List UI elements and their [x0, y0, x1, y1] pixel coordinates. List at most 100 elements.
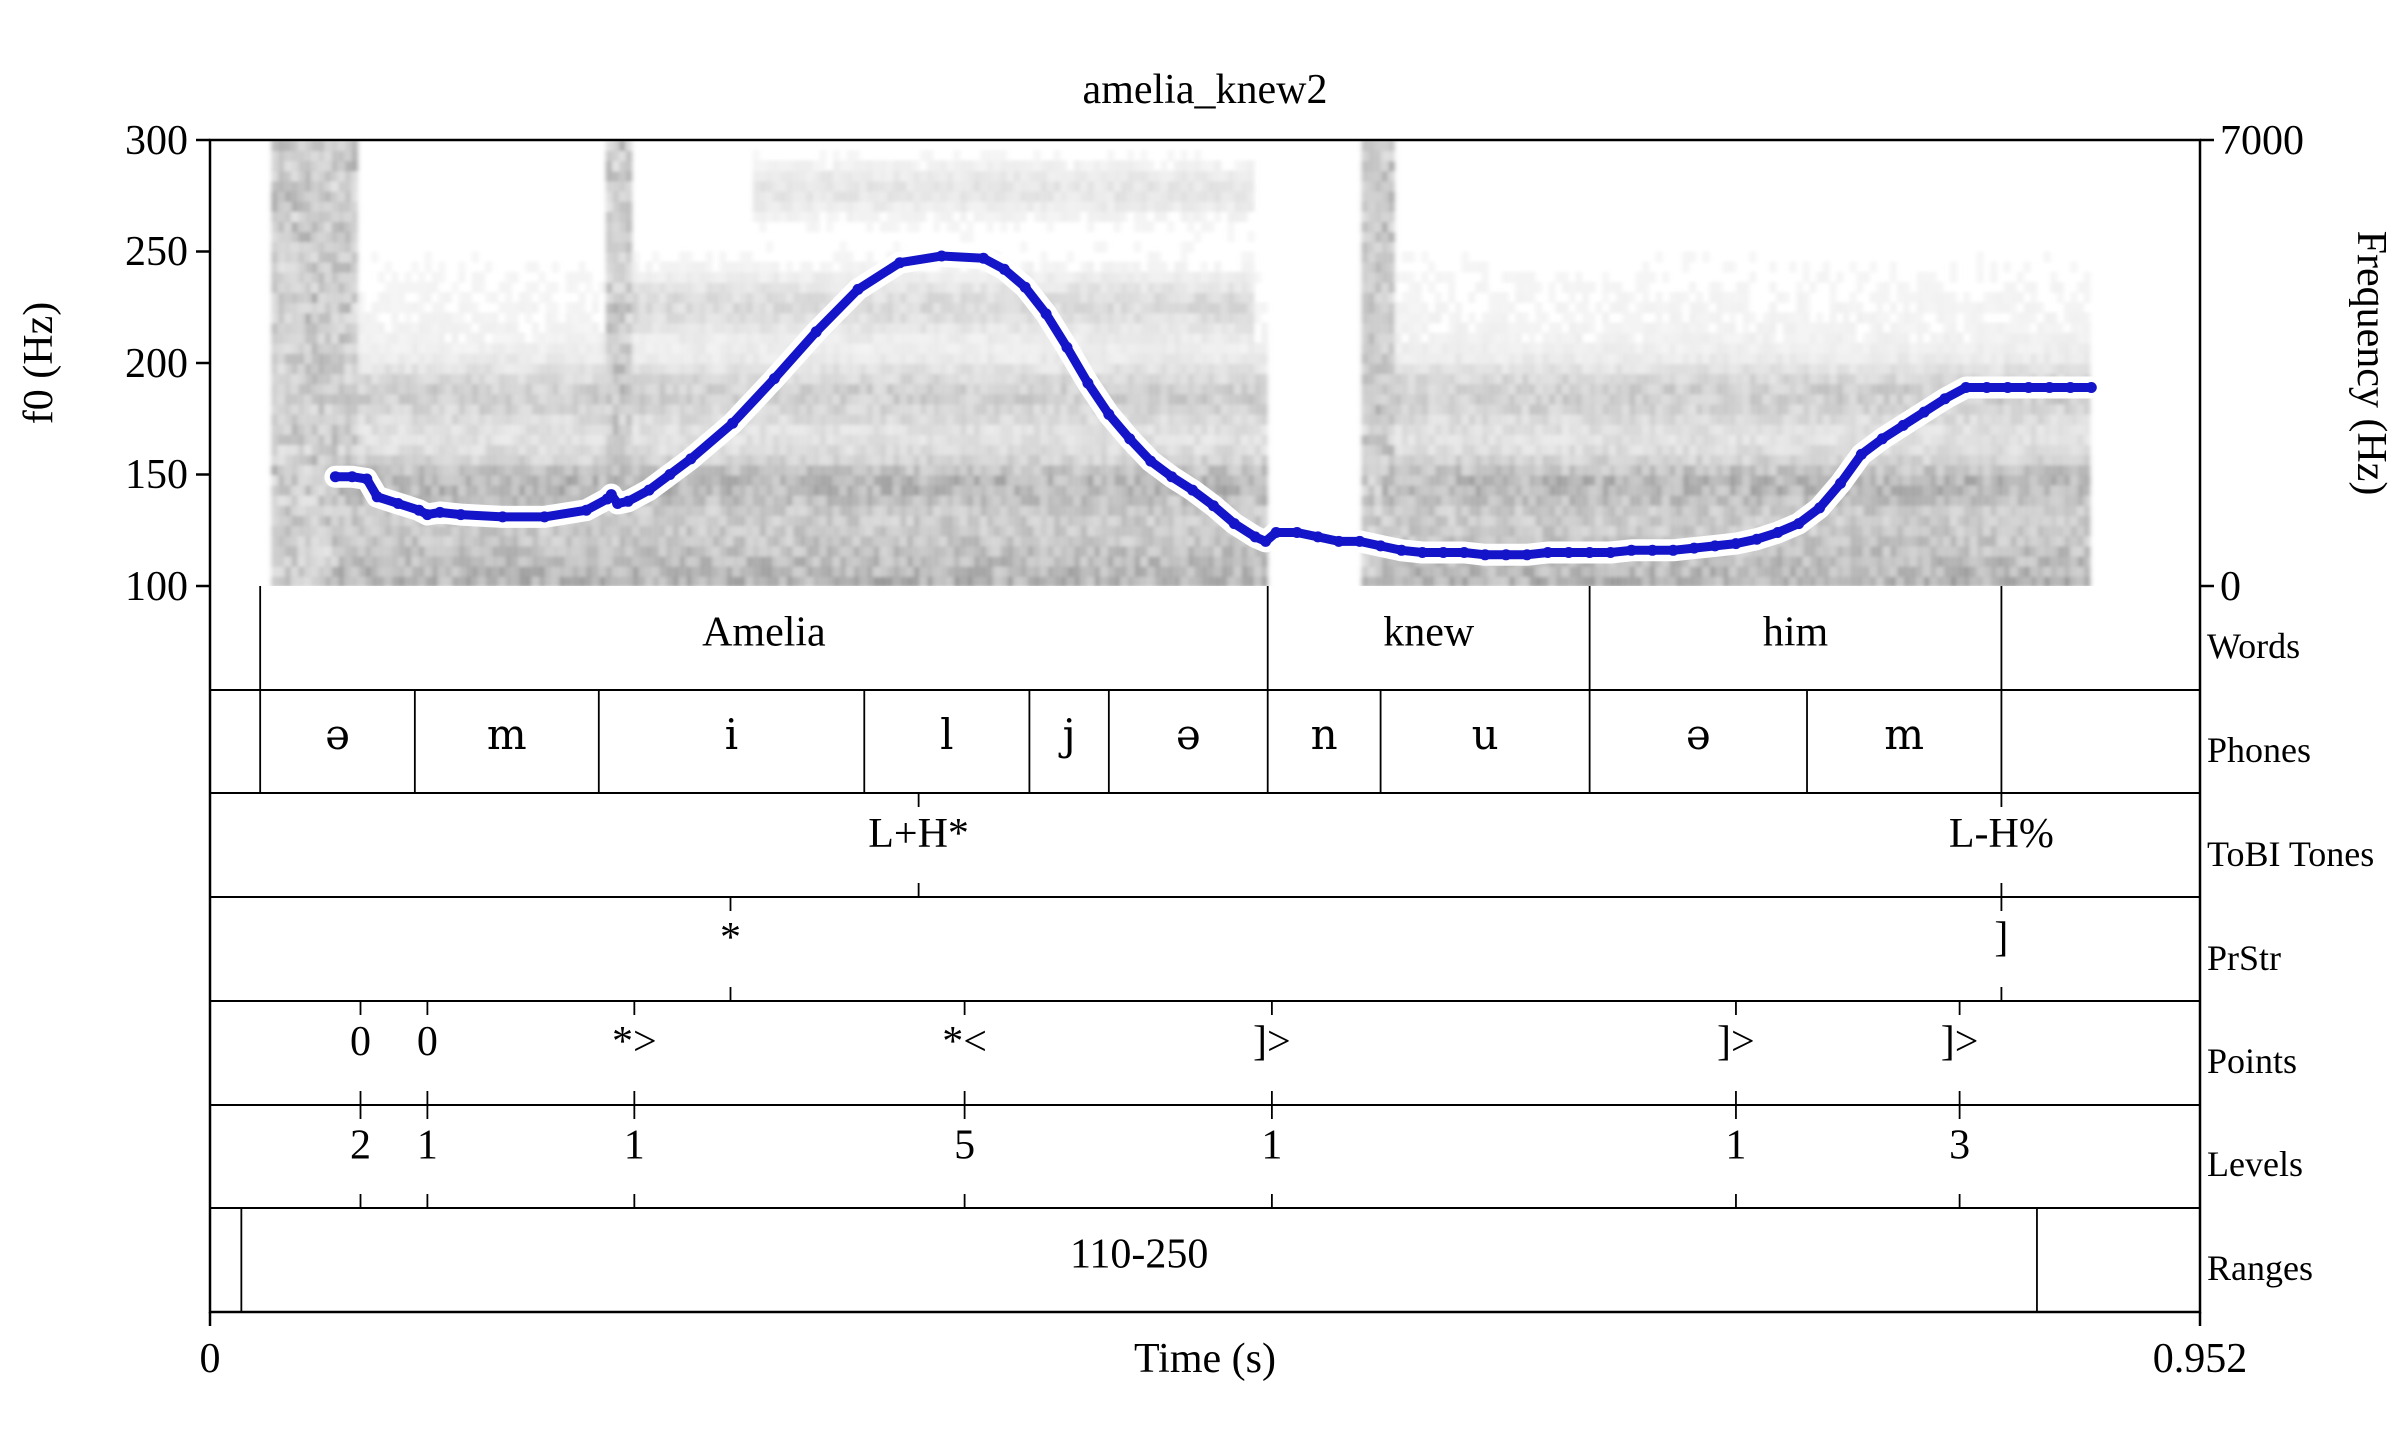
f0-point [1312, 531, 1324, 543]
f0-point [1646, 544, 1658, 556]
f0-point [434, 506, 446, 518]
f0-point [612, 498, 624, 509]
phone-label: j [1058, 710, 1076, 759]
tobi-tone-label: L-H% [1949, 811, 2054, 857]
phone-label: i [725, 710, 738, 759]
f0-point [539, 511, 550, 523]
f0-point [1772, 527, 1784, 538]
f0-point [810, 326, 822, 338]
tier-name-points: Points [2207, 1041, 2297, 1081]
phone-label: n [1311, 710, 1338, 759]
freq-tick-label-top: 7000 [2220, 118, 2304, 164]
phone-label: ə [1686, 710, 1711, 759]
f0-point [1061, 341, 1073, 353]
f0-point [1563, 547, 1575, 558]
f0-point [1040, 308, 1052, 320]
phone-label: ə [1176, 710, 1201, 759]
f0-point [1981, 382, 1993, 393]
f0-point [1228, 518, 1240, 530]
f0-tick-label-300: 300 [125, 118, 188, 164]
word-label: him [1763, 610, 1829, 656]
f0-point [1416, 547, 1428, 558]
f0-point [622, 495, 634, 507]
f0-tick-label-100: 100 [125, 564, 188, 610]
level-label: 2 [350, 1123, 371, 1169]
f0-point [421, 509, 433, 521]
f0-point [727, 417, 739, 429]
tier-content: Amelia knew him ə m i l j ə n u ə m L+H* L-H% *] 0 0 *> *<]… [240, 586, 2054, 1312]
f0-point [1521, 549, 1533, 561]
f0-point [1876, 433, 1888, 445]
f0-point [1542, 547, 1554, 558]
f0-point [768, 373, 780, 385]
f0-axis-label: f0 (Hz) [16, 302, 62, 424]
plot-frame [208, 138, 2202, 1314]
tier-name-ranges: Ranges [2207, 1248, 2313, 1288]
f0-point [1437, 547, 1449, 558]
tier-names: Words Phones ToBI Tones PrStr Points Lev… [2207, 626, 2374, 1288]
point-label: *< [942, 1019, 987, 1065]
time-axis-label: Time (s) [1134, 1336, 1276, 1382]
f0-point [1814, 502, 1826, 514]
time-tick-label-end: 0.952 [2153, 1336, 2248, 1382]
f0-point [1187, 484, 1198, 496]
f0-point [1103, 408, 1115, 420]
tier-name-phones: Phones [2207, 730, 2311, 770]
freq-axis-label: Frequency (Hz) [2348, 231, 2394, 496]
f0-point [497, 511, 509, 523]
f0-point [1249, 531, 1261, 543]
level-label: 1 [1261, 1123, 1282, 1169]
point-label: 0 [350, 1019, 371, 1065]
f0-point [664, 469, 676, 480]
word-label: knew [1383, 610, 1475, 656]
f0-point [371, 491, 383, 503]
tier-name-levels: Levels [2207, 1144, 2303, 1184]
f0-point [1897, 419, 1909, 431]
f0-point [852, 283, 864, 295]
freq-tick-label-bottom: 0 [2220, 564, 2241, 610]
range-label: 110-250 [1070, 1232, 1208, 1278]
f0-point [1730, 538, 1742, 550]
f0-point [1939, 393, 1951, 405]
f0-tick-label-250: 250 [125, 229, 188, 275]
f0-point [1207, 500, 1219, 512]
level-label: 1 [1725, 1123, 1746, 1169]
phone-label: m [1884, 710, 1924, 759]
f0-point [894, 257, 906, 269]
point-label: ]> [1941, 1019, 1979, 1065]
f0-point [685, 453, 697, 465]
phone-label: u [1472, 710, 1499, 759]
f0-point [1145, 455, 1157, 467]
tier-name-words: Words [2207, 626, 2300, 666]
level-label: 1 [417, 1123, 438, 1169]
level-label: 5 [954, 1123, 975, 1169]
tobi-tone-label: L+H* [868, 811, 969, 857]
level-label: 3 [1949, 1123, 1970, 1169]
f0-point [1270, 527, 1282, 538]
f0-point [1584, 547, 1596, 558]
f0-point [392, 498, 404, 509]
f0-point [605, 489, 617, 501]
f0-point [1500, 549, 1512, 561]
f0-point [580, 504, 592, 516]
tier-grid [210, 689, 2200, 1209]
f0-point [1354, 535, 1366, 547]
point-label: 0 [417, 1019, 438, 1065]
f0-point [1019, 281, 1031, 293]
f0-point [413, 504, 425, 516]
f0-point [1082, 377, 1094, 389]
word-label: Amelia [702, 610, 826, 656]
f0-point [346, 471, 358, 483]
f0-point [1667, 544, 1679, 556]
prstr-label: ] [1994, 915, 2008, 961]
axes: 300 250 200 150 100 f0 (Hz) 7000 0 Frequ… [16, 118, 2394, 1382]
f0-point [1291, 527, 1303, 538]
chart-title: amelia_knew2 [1083, 67, 1328, 113]
f0-point [1625, 544, 1637, 556]
f0-point [1918, 406, 1930, 418]
f0-point [361, 473, 373, 485]
spectrogram [272, 140, 2089, 586]
f0-point [1960, 382, 1972, 393]
f0-point [977, 252, 989, 264]
